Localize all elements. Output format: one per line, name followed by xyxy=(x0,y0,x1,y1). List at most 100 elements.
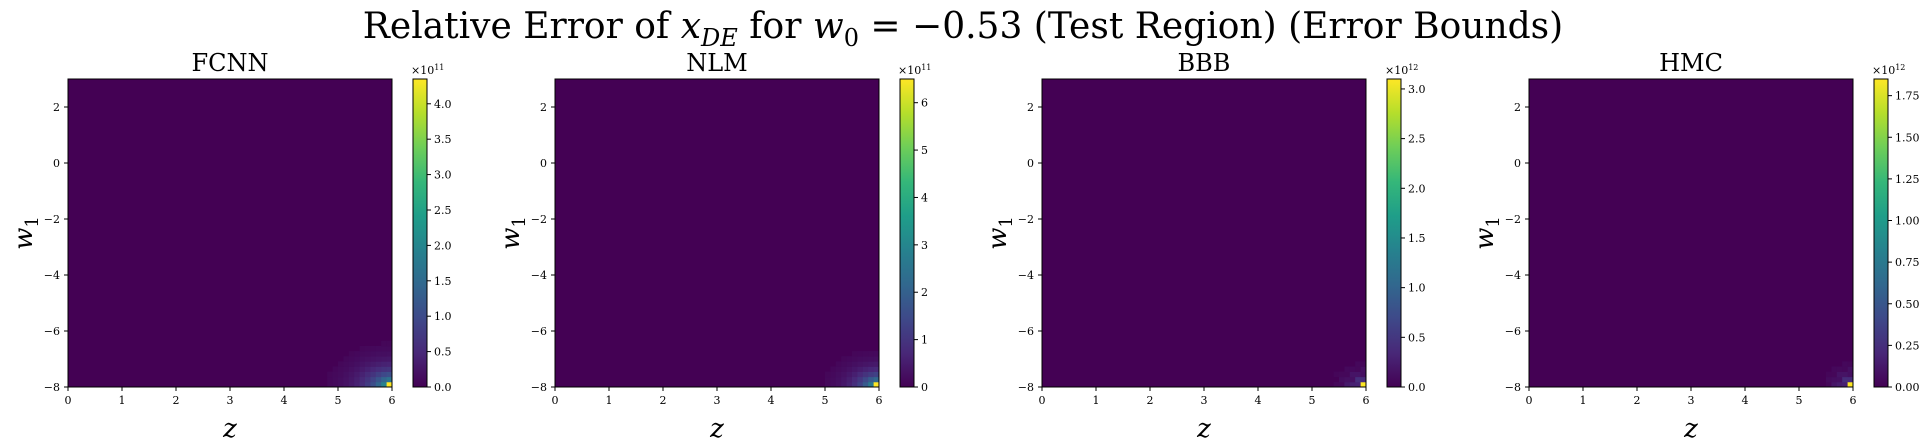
colorbar-gradient xyxy=(1386,78,1402,388)
x-tick-label: 4 xyxy=(281,394,288,407)
heatmap-cell xyxy=(846,381,853,388)
x-tick-label: 1 xyxy=(606,394,613,407)
heatmap-cell xyxy=(1360,376,1367,383)
y-tick-label: 2 xyxy=(1027,101,1034,114)
panel-fcnn: FCNN 0 1 2 3 4 5 6 2 0 −2 −4 −6 −8 z w1 0.0 0.5 1.0 1.5 2.0 2… xyxy=(9,49,452,444)
heatmap-cell xyxy=(365,381,371,388)
heatmap-cell xyxy=(835,366,842,372)
heatmap-cell xyxy=(873,381,880,388)
heatmap-cell xyxy=(1826,381,1832,388)
heatmap-cell xyxy=(375,345,382,352)
heatmap-cell xyxy=(862,361,869,367)
heatmap-cell xyxy=(354,356,360,362)
heatmap-cell xyxy=(1360,361,1367,367)
heatmap-hotspot xyxy=(1826,361,1854,388)
heatmap-cell xyxy=(386,376,393,383)
heatmap-cell xyxy=(1360,371,1367,378)
heatmap-cell xyxy=(332,366,339,372)
colorbar-tick-label: 3.0 xyxy=(1408,83,1426,96)
heatmap-cell xyxy=(381,356,387,362)
y-tick-label: 0 xyxy=(540,157,547,170)
heatmap-cell xyxy=(338,376,344,383)
heatmap-cell xyxy=(1355,376,1361,383)
heatmap-cell xyxy=(386,381,393,388)
heatmap-cell xyxy=(354,361,360,367)
heatmap-cell xyxy=(1836,371,1843,378)
y-tick-label: −8 xyxy=(44,381,60,394)
x-tick-label: 2 xyxy=(1147,394,1154,407)
heatmap-cell xyxy=(365,361,371,367)
colorbar-tick-label: 0.0 xyxy=(1408,381,1426,394)
heatmap-cell xyxy=(852,376,858,383)
heatmap-cell xyxy=(381,351,387,357)
heatmap-cell xyxy=(338,366,344,372)
heatmap-cell xyxy=(343,381,350,388)
heatmap-cell xyxy=(370,345,377,352)
y-tick-label: −4 xyxy=(1018,269,1034,282)
heatmap-cell xyxy=(1847,376,1854,383)
heatmap-cell xyxy=(1349,381,1356,388)
x-tick-label: 4 xyxy=(1255,394,1262,407)
heatmap-cell xyxy=(375,381,382,388)
heatmap-cell xyxy=(1836,381,1843,388)
heatmap-cell xyxy=(1344,366,1351,372)
heatmap-cell xyxy=(841,361,847,367)
x-tick-label: 5 xyxy=(1309,394,1316,407)
heatmap-cell xyxy=(1355,361,1361,367)
heatmap-cell xyxy=(1333,371,1340,378)
colorbar-gradient xyxy=(412,78,428,388)
y-tick-label: 0 xyxy=(1027,157,1034,170)
heatmap-cell xyxy=(1842,376,1848,383)
heatmap-cell xyxy=(370,356,377,362)
heatmap-cell xyxy=(835,376,842,383)
heatmap-cell xyxy=(1333,381,1340,388)
colorbar-tick-label: 1.0 xyxy=(434,310,452,323)
heatmap-cell xyxy=(327,381,333,388)
heatmap-cell xyxy=(375,366,382,372)
y-tick-label: −2 xyxy=(1505,213,1521,226)
heatmap-cell xyxy=(359,371,366,378)
heatmap-cell xyxy=(841,366,847,372)
y-tick-label: −6 xyxy=(1505,325,1521,338)
heatmap-cell xyxy=(1344,381,1351,388)
heatmap-cell xyxy=(873,366,880,372)
heatmap-cell xyxy=(852,381,858,388)
colorbar-multiplier: ×1012 xyxy=(1872,63,1905,77)
y-tick-label: −8 xyxy=(531,381,547,394)
x-axis-label: z xyxy=(1683,414,1698,444)
heatmap-cell xyxy=(381,340,387,347)
heatmap-cell xyxy=(1831,381,1838,388)
heatmap-hotspot xyxy=(825,351,880,388)
x-tick-label: 6 xyxy=(876,394,883,407)
heatmap-cell xyxy=(830,371,837,378)
heatmap-cell xyxy=(1826,376,1832,383)
heatmap-cell xyxy=(338,361,344,367)
colorbar-tick-label: 0.50 xyxy=(1895,298,1920,311)
colorbar-tick-label: 2.5 xyxy=(434,204,452,217)
y-axis-label: w1 xyxy=(496,216,530,250)
panel-title: HMC xyxy=(1659,49,1723,77)
heatmap-cell xyxy=(1847,381,1854,388)
colorbar-tick-label: 5 xyxy=(921,144,928,157)
heatmap-cell xyxy=(386,361,393,367)
heatmap-cell xyxy=(327,376,333,383)
x-axis-label: z xyxy=(1196,414,1211,444)
colorbar: 0.00 0.25 0.50 0.75 1.00 1.25 1.50 1.75 ×1012 xyxy=(1872,63,1920,394)
heatmap-cell xyxy=(862,366,869,372)
y-tick-label: −8 xyxy=(1505,381,1521,394)
colorbar-multiplier: ×1011 xyxy=(411,63,444,77)
heatmap-cell xyxy=(868,366,874,372)
colorbar-tick-label: 1.5 xyxy=(434,275,452,288)
heatmap-cell xyxy=(1842,381,1848,388)
heatmap-cell xyxy=(1339,381,1345,388)
colorbar-tick-label: 0.0 xyxy=(434,381,452,394)
colorbar-tick-label: 6 xyxy=(921,97,928,110)
heatmap-hotspot xyxy=(1333,361,1367,388)
heatmap-cell xyxy=(359,376,366,383)
heatmap-cell xyxy=(825,376,831,383)
heatmap-cell xyxy=(830,366,837,372)
x-tick-label: 3 xyxy=(1201,394,1208,407)
heatmap-cell xyxy=(841,376,847,383)
colorbar-tick-label: 1.75 xyxy=(1895,90,1920,103)
heatmap-cell xyxy=(365,376,371,383)
